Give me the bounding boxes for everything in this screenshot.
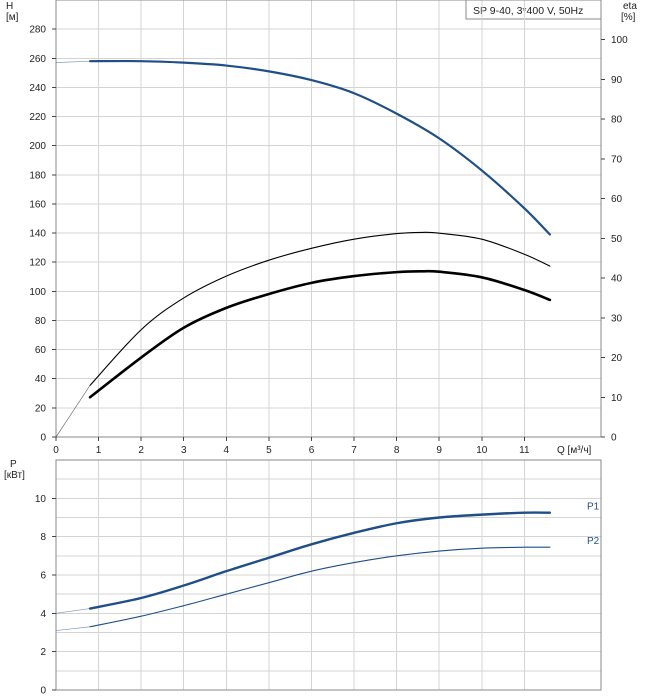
head-tick-label: 240 [29,83,46,94]
head-tick-label: 180 [29,170,46,181]
power-tick-label: 2 [40,647,46,658]
efficiency-tick-label: 20 [611,353,623,364]
flow-tick-label: 10 [476,445,488,456]
flow-tick-label: 4 [224,445,230,456]
head-tick-label: 280 [29,25,46,36]
power-curve-p1-extension [55,608,91,614]
power-tick-label: 6 [40,571,46,582]
efficiency-axis-title: eta [%] [621,1,637,23]
head-tick-label: 220 [29,112,46,123]
flow-tick-label: 7 [351,445,357,456]
head-tick-label: 40 [35,374,47,385]
efficiency-tick-label: 40 [611,274,623,285]
flow-tick-label: 0 [53,445,59,456]
head-tick-label: 100 [29,287,46,298]
flow-tick-label: 9 [436,445,442,456]
power-tick-label: 8 [40,532,46,543]
head-tick-label: 0 [40,433,46,444]
head-tick-label: 20 [35,403,47,414]
flow-tick-label: 2 [138,445,144,456]
flow-axis-title: Q [м³/ч] [557,445,592,456]
head-tick-label: 260 [29,54,46,65]
flow-tick-label: 1 [96,445,102,456]
efficiency-tick-label: 70 [611,154,623,165]
power-curve-p2 [89,546,551,628]
power-curve-p1 [88,511,552,610]
head-axis-title: H [м] [6,1,19,23]
efficiency-tick-label: 30 [611,313,623,324]
head-tick-label: 200 [29,141,46,152]
head-tick-label: 60 [35,345,47,356]
efficiency-curve-thick [88,269,552,399]
power-tick-label: 0 [40,686,46,697]
efficiency-curve-thin [89,231,551,386]
flow-tick-label: 8 [394,445,400,456]
efficiency-tick-label: 0 [611,433,617,444]
power-axis-title: P [кВт] [4,459,25,481]
efficiency-tick-label: 90 [611,75,623,86]
efficiency-tick-label: 10 [611,393,623,404]
power-curve-p2-extension [55,626,91,631]
series-label-p1: P1 [587,502,600,513]
chart-title: SP 9-40, 3*400 V, 50Hz [473,5,583,17]
flow-tick-label: 6 [309,445,315,456]
head-tick-label: 120 [29,258,46,269]
flow-tick-label: 5 [266,445,272,456]
efficiency-curve-thin-extension [55,385,91,438]
efficiency-tick-label: 80 [611,115,623,126]
head-tick-label: 80 [35,316,47,327]
head-curve [88,59,552,236]
head-curve-extension [55,60,91,63]
efficiency-tick-label: 60 [611,194,623,205]
efficiency-tick-label: 50 [611,234,623,245]
flow-tick-label: 11 [519,445,530,456]
power-tick-label: 10 [35,494,47,505]
series-label-p2: P2 [587,536,600,547]
flow-tick-label: 3 [181,445,187,456]
head-tick-label: 140 [29,229,46,240]
head-efficiency-plot: 0204060801001201401601802002202402602800… [29,0,628,456]
plot-frame-upper [55,0,602,438]
power-tick-label: 4 [40,609,46,620]
efficiency-tick-label: 100 [611,35,628,46]
head-tick-label: 160 [29,199,46,210]
power-plot: 0 2 4 6 8 10 P1 P2 [35,459,602,697]
